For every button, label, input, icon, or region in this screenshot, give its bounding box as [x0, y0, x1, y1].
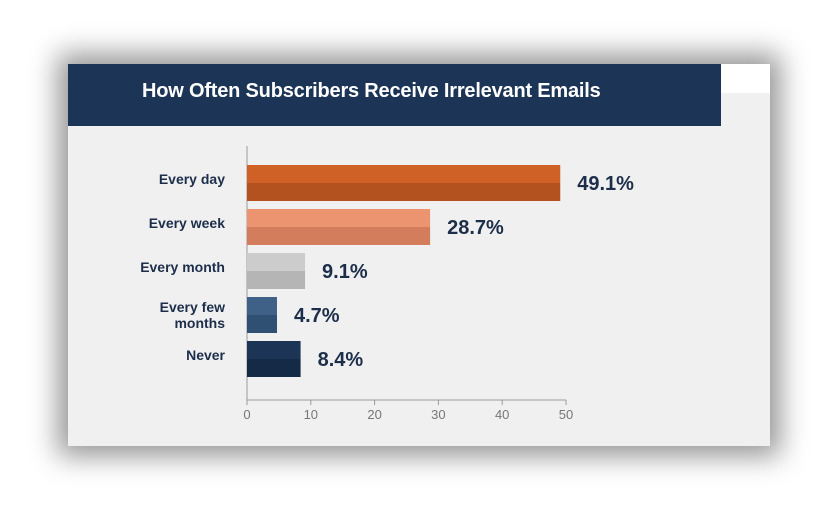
bar-bottom-4 [247, 315, 277, 333]
value-label: 9.1% [322, 261, 368, 283]
header-notch [721, 64, 770, 93]
bar-bottom-1 [247, 183, 561, 201]
bar-top-1 [247, 165, 561, 183]
category-label: Every few [160, 299, 225, 315]
chart-title: How Often Subscribers Receive Irrelevant… [142, 80, 601, 102]
bar-bottom-5 [247, 359, 301, 377]
value-label: 49.1% [577, 173, 634, 195]
x-tick-label: 30 [431, 407, 445, 422]
category-label: Every month [140, 259, 225, 275]
bar-top-3 [247, 253, 306, 271]
category-label: Never [186, 347, 225, 363]
bar-top-4 [247, 297, 277, 315]
category-label: months [174, 315, 225, 331]
bar-chart: 0 10 20 30 40 50 49.1% Every day 28.7% Every week… [140, 146, 634, 422]
bar-bottom-2 [247, 227, 431, 245]
bar-bottom-3 [247, 271, 306, 289]
category-label: Every week [149, 215, 225, 231]
x-tick-label: 50 [559, 407, 573, 422]
category-label: Every day [159, 171, 225, 187]
x-tick-label: 10 [304, 407, 318, 422]
value-label: 28.7% [447, 217, 504, 239]
x-tick-label: 20 [367, 407, 381, 422]
x-tick-label: 40 [495, 407, 509, 422]
value-label: 4.7% [294, 305, 340, 327]
x-tick-label: 0 [243, 407, 250, 422]
chart-header: How Often Subscribers Receive Irrelevant… [68, 64, 721, 126]
bar-top-5 [247, 341, 301, 359]
chart-card: How Often Subscribers Receive Irrelevant… [68, 64, 770, 446]
bar-top-2 [247, 209, 431, 227]
value-label: 8.4% [318, 349, 364, 371]
